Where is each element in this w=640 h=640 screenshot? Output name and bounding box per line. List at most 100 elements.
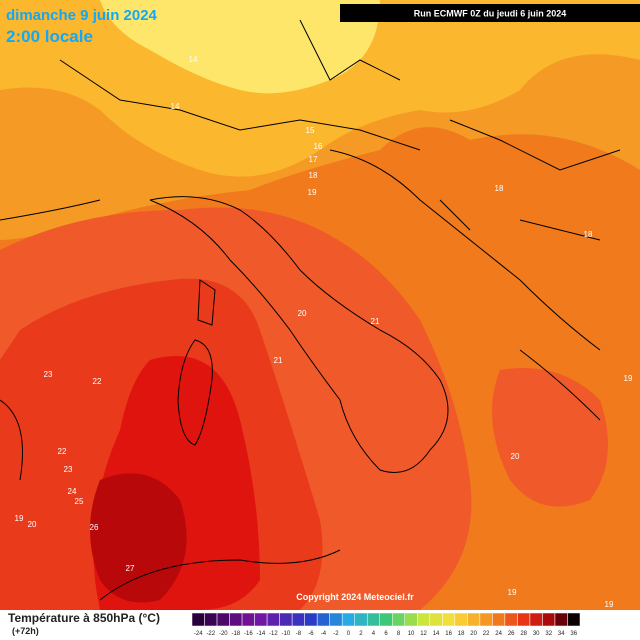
contour-label: 23 (64, 465, 73, 474)
contour-label: 17 (309, 155, 318, 164)
contour-label: 25 (75, 497, 84, 506)
scale-label: 18 (458, 631, 465, 637)
scale-label: 2 (359, 631, 363, 637)
contour-label: 15 (306, 126, 315, 135)
scale-swatch (204, 612, 218, 627)
scale-swatch (454, 612, 468, 627)
contour-label: 14 (171, 102, 180, 111)
scale-label: -20 (219, 631, 228, 637)
scale-swatch (567, 612, 581, 627)
scale-swatch (429, 612, 443, 627)
run-info: Run ECMWF 0Z du jeudi 6 juin 2024 (414, 8, 567, 18)
scale-swatch (229, 612, 243, 627)
contour-label: 19 (308, 188, 317, 197)
contour-label: 20 (298, 309, 307, 318)
scale-swatch (191, 612, 205, 627)
scale-label: -18 (231, 631, 240, 637)
coastline-islands (177, 279, 216, 446)
scale-swatch (517, 612, 531, 627)
scale-swatch (341, 612, 355, 627)
contour-label: 23 (44, 370, 53, 379)
scale-label: -4 (321, 631, 327, 637)
contour-label: 18 (309, 171, 318, 180)
coastline-italy (149, 196, 449, 473)
scale-label: 34 (558, 631, 565, 637)
contour-label: 24 (68, 487, 77, 496)
scale-label: 32 (545, 631, 552, 637)
scale-label: -10 (282, 631, 291, 637)
scale-swatch (467, 612, 481, 627)
scale-swatch (254, 612, 268, 627)
contour-label: 21 (274, 356, 283, 365)
scale-label: 16 (445, 631, 452, 637)
scale-label: 26 (508, 631, 515, 637)
contour-label: 19 (15, 514, 24, 523)
contour-label: 14 (189, 55, 198, 64)
scale-swatch (379, 612, 393, 627)
field-red-orange-east (492, 368, 608, 507)
scale-label: -12 (269, 631, 278, 637)
scale-swatch (216, 612, 230, 627)
run-box (340, 4, 640, 22)
scale-label: -8 (296, 631, 302, 637)
scale-label: 8 (397, 631, 401, 637)
scale-label: 12 (420, 631, 427, 637)
scale-label: -14 (257, 631, 266, 637)
time: 2:00 locale (6, 27, 93, 46)
contour-label: 16 (314, 142, 323, 151)
contour-label: 19 (624, 374, 633, 383)
scale-label: 24 (495, 631, 502, 637)
scale-label: 20 (470, 631, 477, 637)
scale-label: -16 (244, 631, 253, 637)
scale-label: -2 (333, 631, 339, 637)
scale-label: 6 (384, 631, 388, 637)
scale-swatch (316, 612, 330, 627)
scale-label: 0 (347, 631, 351, 637)
scale-swatch (554, 612, 568, 627)
scale-label: 28 (520, 631, 527, 637)
scale-label: 4 (372, 631, 376, 637)
scale-label: 10 (408, 631, 415, 637)
contour-label: 22 (58, 447, 67, 456)
borders (59, 19, 621, 241)
scale-swatch (404, 612, 418, 627)
contour-label: 19 (605, 600, 614, 609)
scale-label: 14 (433, 631, 440, 637)
scale-swatch (329, 612, 343, 627)
scale-swatch (291, 612, 305, 627)
field-yellow (100, 0, 380, 94)
scale-swatch (241, 612, 255, 627)
scale-swatch (504, 612, 518, 627)
scale-swatch (542, 612, 556, 627)
contour-label: 20 (28, 520, 37, 529)
scale-label: 36 (570, 631, 577, 637)
scale-label: -24 (194, 631, 203, 637)
scale-swatch (417, 612, 431, 627)
contour-label: 20 (511, 452, 520, 461)
scale-label: -22 (206, 631, 215, 637)
scale-swatch (266, 612, 280, 627)
scale-swatch (304, 612, 318, 627)
scale-swatch (492, 612, 506, 627)
field-dark-red (90, 473, 187, 603)
date: dimanche 9 juin 2024 (6, 7, 158, 24)
legend-title: Température à 850hPa (°C) (8, 611, 160, 625)
scale-swatch (354, 612, 368, 627)
copyright: Copyright 2024 Meteociel.fr (296, 592, 414, 602)
scale-swatch (529, 612, 543, 627)
contour-label: 18 (495, 184, 504, 193)
scale-swatch (279, 612, 293, 627)
contour-label: 26 (90, 523, 99, 532)
scale-swatch (366, 612, 380, 627)
scale-swatch (479, 612, 493, 627)
scale-swatch (442, 612, 456, 627)
scale-label: 22 (483, 631, 490, 637)
scale-label: -6 (308, 631, 314, 637)
contour-label: 22 (93, 377, 102, 386)
contour-label: 21 (371, 317, 380, 326)
scale-label: 30 (533, 631, 540, 637)
contour-label: 27 (126, 564, 135, 573)
coastline-other (0, 149, 601, 601)
lead-time: (+72h) (12, 626, 39, 636)
